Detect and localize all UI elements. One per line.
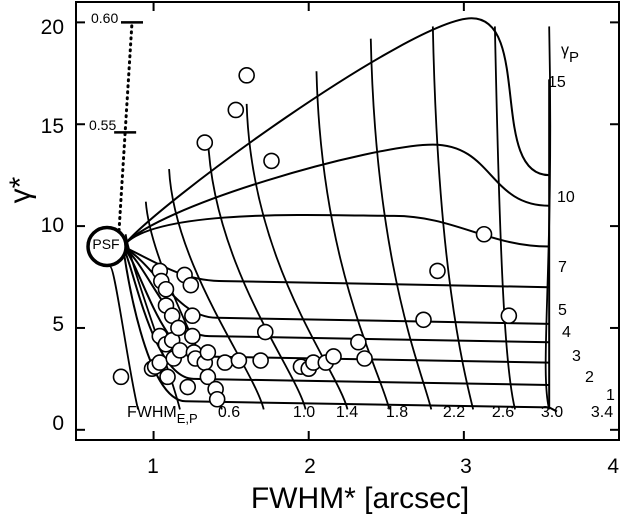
gamma-p-value: 1 bbox=[606, 387, 615, 404]
gamma-p-symbol: γ bbox=[561, 42, 569, 59]
fwhm-ep-curve bbox=[369, 38, 433, 410]
fwhm-ep-value: 3.4 bbox=[591, 404, 613, 421]
data-point bbox=[159, 368, 176, 386]
fwhm-ep-value: 0.6 bbox=[218, 404, 240, 421]
gamma-p-label: γP bbox=[561, 42, 579, 66]
plot-border bbox=[75, 1, 620, 441]
fwhm-ep-text: FWHM bbox=[127, 404, 177, 421]
y-tick-label: 0 bbox=[52, 412, 64, 435]
data-point bbox=[196, 134, 214, 151]
fwhm-ep-curve bbox=[124, 234, 181, 410]
data-point bbox=[415, 311, 432, 329]
data-point bbox=[429, 262, 446, 280]
x-axis-title: FWHM* [arcsec] bbox=[251, 482, 469, 515]
gamma-p-value: 15 bbox=[548, 74, 566, 91]
gamma-p-value: 10 bbox=[557, 189, 575, 206]
fwhm-ep-value: 1.8 bbox=[386, 404, 408, 421]
fwhm-ep-subscript: E,P bbox=[177, 411, 198, 426]
x-tick-label: 3 bbox=[460, 455, 472, 478]
gamma-p-value: 7 bbox=[558, 259, 567, 276]
data-point bbox=[112, 368, 130, 386]
x-tick-label: 1 bbox=[147, 455, 159, 478]
data-point bbox=[179, 378, 197, 396]
data-point bbox=[263, 152, 280, 170]
data-point bbox=[252, 352, 269, 369]
psf-circle bbox=[86, 225, 128, 268]
upper-marker-label: 0.55 bbox=[89, 117, 116, 133]
data-point bbox=[356, 350, 373, 367]
data-point bbox=[475, 225, 493, 243]
gamma-p-curve bbox=[122, 246, 550, 386]
fwhm-ep-curve bbox=[431, 26, 475, 410]
plot-frame bbox=[75, 1, 620, 441]
gamma-p-subscript: P bbox=[569, 49, 579, 66]
x-tick-label: 2 bbox=[304, 455, 316, 478]
psf-label: PSF bbox=[92, 236, 119, 252]
data-point bbox=[182, 276, 200, 294]
psf-trend-line bbox=[117, 20, 134, 232]
data-point bbox=[227, 101, 245, 119]
fwhm-ep-curve bbox=[544, 26, 552, 410]
y-tick-label: 15 bbox=[41, 115, 64, 138]
fwhm-ep-curve bbox=[315, 71, 391, 410]
data-point bbox=[184, 307, 201, 325]
gamma-p-curve bbox=[122, 17, 550, 248]
data-point bbox=[184, 327, 201, 345]
fwhm-ep-label: FWHME,P bbox=[127, 404, 198, 426]
y-axis-title: γ* bbox=[4, 176, 37, 203]
data-point bbox=[238, 67, 255, 84]
fwhm-ep-value: 2.2 bbox=[443, 404, 465, 421]
gamma-p-value: 4 bbox=[562, 324, 571, 341]
fwhm-ep-value: 1.0 bbox=[293, 404, 315, 421]
y-tick-label: 5 bbox=[52, 313, 64, 336]
data-point bbox=[216, 354, 234, 371]
upper-marker-label: 0.60 bbox=[91, 10, 118, 26]
data-point bbox=[350, 333, 367, 351]
data-point bbox=[151, 354, 169, 371]
data-point bbox=[230, 352, 248, 369]
fwhm-ep-value: 1.4 bbox=[336, 404, 358, 421]
data-point bbox=[199, 344, 217, 361]
y-tick-label: 20 bbox=[41, 16, 64, 39]
data-point bbox=[325, 348, 342, 365]
fwhm-ep-curve bbox=[206, 136, 307, 410]
fwhm-ep-curve bbox=[245, 103, 349, 410]
data-points bbox=[112, 67, 518, 408]
data-point bbox=[157, 280, 175, 298]
y-tick-label: 10 bbox=[41, 214, 64, 237]
data-point bbox=[170, 319, 187, 337]
gamma-p-value: 2 bbox=[585, 369, 594, 386]
data-point bbox=[208, 390, 226, 408]
data-point bbox=[500, 307, 518, 325]
fwhm-ep-curve bbox=[493, 26, 516, 410]
fwhm-ep-value: 2.6 bbox=[492, 404, 514, 421]
fwhm-ep-curve bbox=[109, 265, 139, 410]
data-point bbox=[171, 342, 189, 359]
data-point bbox=[199, 368, 217, 386]
x-tick-label: 4 bbox=[607, 455, 619, 478]
psf-markers bbox=[86, 20, 143, 268]
gamma-p-value: 5 bbox=[558, 302, 567, 319]
fwhm-ep-value: 3.0 bbox=[541, 404, 563, 421]
data-point bbox=[256, 323, 274, 341]
gamma-p-curve bbox=[122, 143, 550, 248]
gamma-p-curve bbox=[122, 245, 550, 364]
gamma-p-value: 3 bbox=[572, 348, 581, 365]
fwhm-ep-curve bbox=[168, 169, 265, 410]
